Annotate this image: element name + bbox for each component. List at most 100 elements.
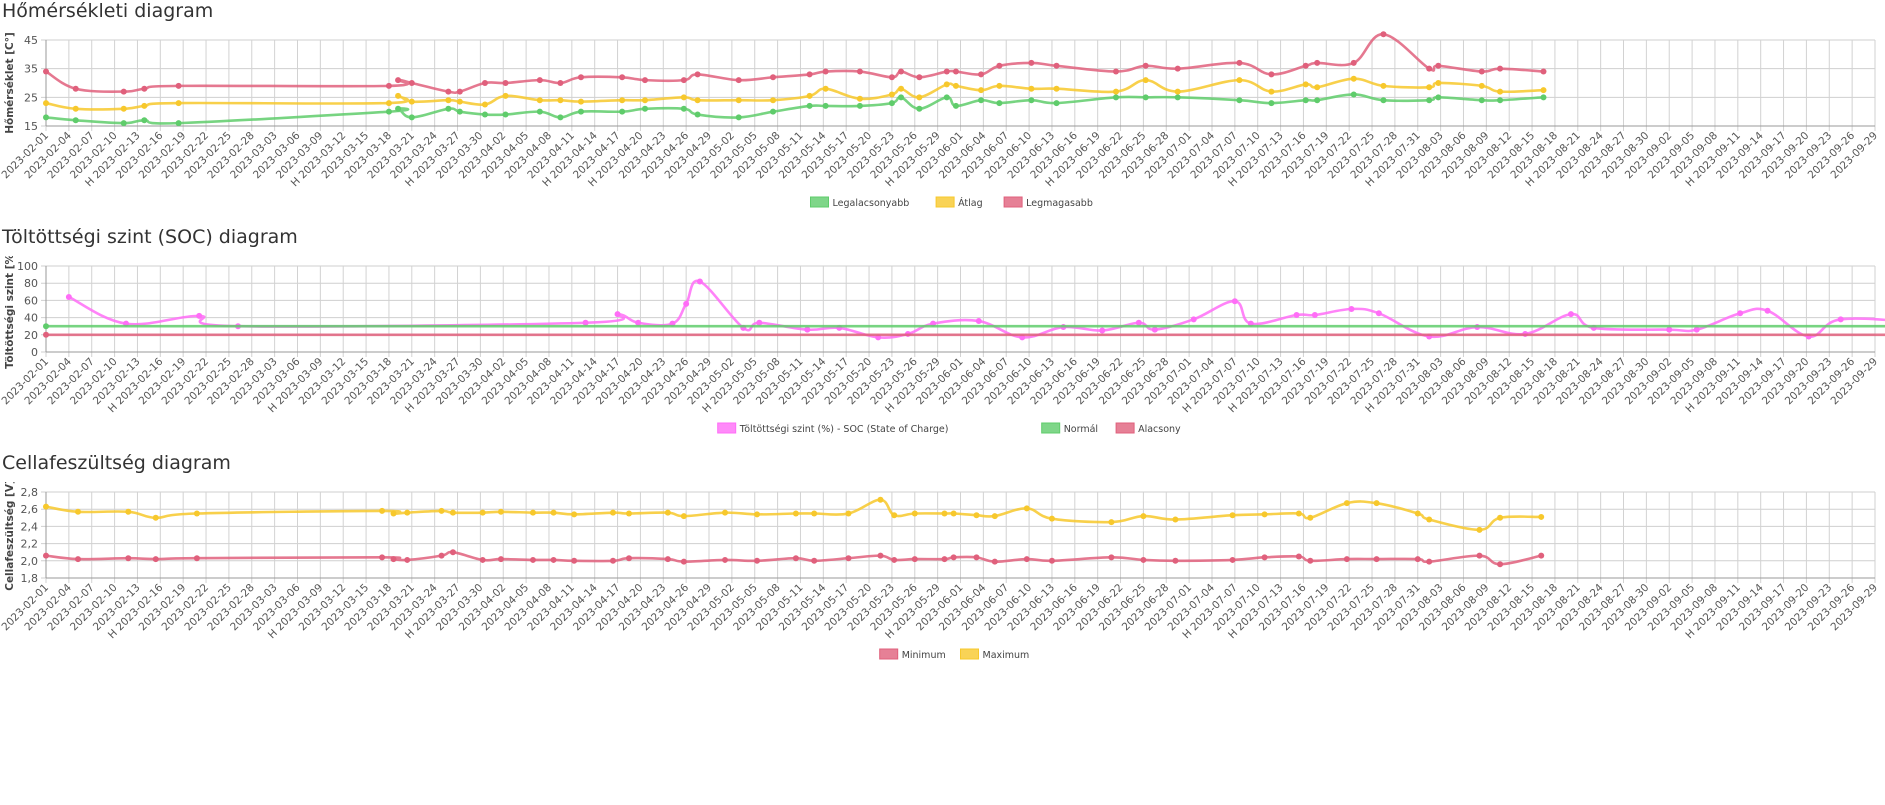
data-point	[696, 278, 703, 285]
data-point	[1426, 84, 1433, 91]
y-tick-label: 1,8	[21, 572, 39, 585]
data-point	[404, 509, 411, 516]
data-point	[557, 80, 564, 86]
data-point	[72, 105, 79, 112]
data-point	[1053, 100, 1060, 107]
data-point	[445, 105, 452, 112]
data-point	[952, 102, 959, 109]
legend-swatch	[879, 648, 899, 660]
data-point	[1478, 82, 1485, 89]
data-point	[1236, 97, 1243, 104]
data-point	[1348, 306, 1355, 312]
section-title: Töltöttségi szint (SOC) diagram	[2, 226, 298, 248]
data-point	[1538, 552, 1545, 559]
data-point	[641, 105, 648, 112]
data-point	[43, 100, 49, 107]
data-point	[395, 92, 402, 99]
data-point	[120, 120, 127, 127]
data-point	[497, 508, 504, 515]
data-point	[141, 102, 148, 109]
data-point	[1311, 312, 1318, 319]
data-point	[973, 554, 980, 561]
data-point	[1435, 62, 1442, 69]
data-point	[943, 94, 950, 101]
data-point	[877, 496, 884, 503]
data-point	[408, 114, 415, 121]
section-title: Hőmérsékleti diagram	[2, 0, 214, 22]
data-point	[1190, 316, 1197, 323]
data-point	[43, 68, 49, 75]
data-point	[1426, 97, 1433, 104]
data-point	[856, 68, 863, 75]
legend-label: Átlag	[958, 197, 983, 209]
data-point	[770, 108, 777, 115]
data-point	[120, 105, 127, 112]
data-point	[1174, 88, 1181, 95]
data-point	[1236, 77, 1243, 84]
data-point	[1028, 59, 1035, 66]
data-point	[502, 92, 509, 99]
data-point	[479, 509, 486, 516]
data-point	[1314, 59, 1321, 66]
data-point	[502, 80, 509, 86]
data-point	[891, 512, 898, 519]
data-point	[438, 552, 445, 559]
data-point	[792, 555, 799, 562]
data-point	[379, 554, 386, 561]
data-point	[125, 508, 132, 515]
data-point	[529, 556, 536, 563]
legend-label: Normál	[1064, 424, 1098, 435]
data-point	[804, 326, 811, 333]
data-point	[625, 510, 632, 517]
data-point	[722, 556, 729, 563]
data-point	[456, 108, 463, 115]
data-point	[973, 512, 980, 519]
data-point	[609, 557, 616, 564]
data-point	[911, 556, 918, 563]
data-point	[1414, 510, 1421, 517]
data-point	[680, 105, 687, 112]
y-tick-label: 15	[24, 120, 38, 133]
data-point	[888, 100, 895, 107]
data-point	[1112, 68, 1119, 75]
data-point	[1302, 97, 1309, 104]
data-point	[822, 85, 829, 92]
data-point	[806, 71, 813, 78]
data-point	[1737, 310, 1744, 317]
data-point	[722, 509, 729, 516]
data-point	[65, 293, 72, 300]
data-point	[941, 510, 948, 517]
data-point	[806, 102, 813, 109]
data-point	[1435, 94, 1442, 101]
data-point	[1261, 511, 1268, 518]
data-point	[120, 88, 127, 95]
data-point	[756, 319, 763, 326]
data-point	[1478, 97, 1485, 104]
data-point	[619, 74, 626, 81]
y-tick-label: 100	[17, 260, 38, 273]
data-point	[582, 319, 589, 326]
legend-label: Legmagasabb	[1026, 198, 1093, 209]
data-point	[1236, 59, 1243, 66]
data-point	[449, 509, 456, 516]
legend-swatch	[1003, 196, 1023, 208]
data-point	[1693, 326, 1700, 333]
data-point	[175, 120, 182, 127]
data-point	[481, 111, 488, 118]
data-point	[941, 556, 948, 563]
data-point	[845, 510, 852, 517]
data-point	[877, 552, 884, 559]
data-point	[43, 323, 49, 330]
data-point	[43, 331, 49, 338]
data-point	[619, 97, 626, 104]
data-point	[1497, 65, 1504, 72]
data-point	[1426, 558, 1433, 565]
data-point	[754, 511, 761, 518]
data-point	[1028, 97, 1035, 104]
data-point	[735, 97, 742, 104]
y-tick-label: 60	[24, 294, 38, 307]
data-point	[1314, 84, 1321, 91]
data-point	[385, 82, 392, 89]
data-point	[1426, 65, 1433, 72]
data-point	[141, 85, 148, 92]
